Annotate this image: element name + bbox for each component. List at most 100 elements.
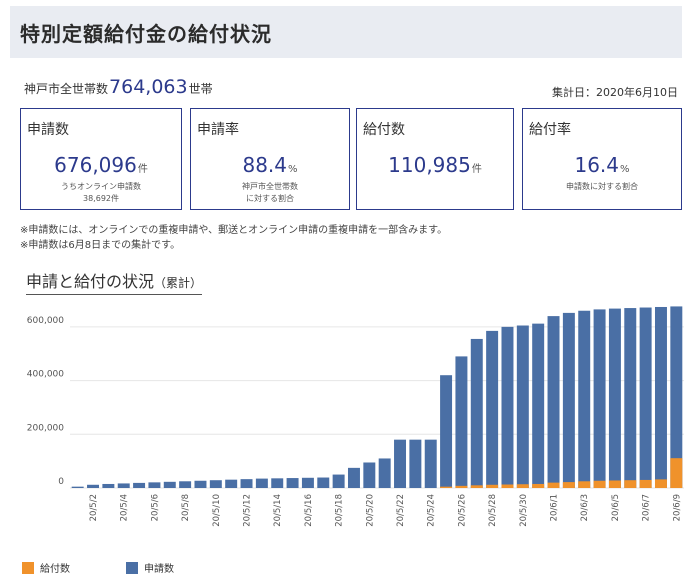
legend-item-applications: 申請数 bbox=[126, 560, 174, 575]
chart-heading-small: （累計） bbox=[154, 276, 203, 290]
bar-payments bbox=[624, 480, 637, 488]
y-tick-label: 0 bbox=[58, 477, 64, 487]
bar-payments bbox=[516, 484, 529, 488]
card-sub-line: に対する割合 bbox=[246, 194, 294, 203]
card-label: 申請数 bbox=[27, 122, 69, 138]
bar-payments bbox=[654, 479, 667, 488]
chart-gridlines bbox=[70, 326, 684, 489]
bar-payments bbox=[470, 485, 483, 488]
x-tick-label: 20/5/4 bbox=[120, 494, 130, 521]
x-tick-label: 20/5/16 bbox=[304, 494, 314, 527]
bar-payments bbox=[486, 484, 499, 488]
bar-payments bbox=[455, 485, 468, 488]
x-tick-label: 20/5/18 bbox=[335, 494, 345, 527]
card-payment-rate: 給付率 16.4% 申請数に対する割合 bbox=[522, 108, 682, 210]
x-tick-label: 20/5/28 bbox=[488, 494, 498, 527]
chart-x-axis: 20/5/2 20/5/4 20/5/6 20/5/8 20/5/10 20/5/12 20… bbox=[89, 494, 682, 527]
card-value: 676,096件 bbox=[54, 153, 148, 177]
title-bar: 特別定額給付金の給付状況 bbox=[10, 6, 682, 58]
bar-applications bbox=[608, 308, 621, 488]
x-tick-label: 20/5/24 bbox=[427, 494, 437, 527]
x-tick-label: 20/5/10 bbox=[212, 494, 222, 527]
card-label: 給付率 bbox=[529, 122, 571, 138]
bar-applications bbox=[593, 309, 606, 488]
tally-date: 集計日：2020年6月10日 bbox=[552, 86, 678, 99]
card-value: 16.4% bbox=[574, 153, 630, 177]
bar-applications bbox=[639, 307, 652, 488]
bar-applications bbox=[301, 477, 314, 488]
card-application-rate: 申請率 88.4% 神戸市全世帯数 に対する割合 bbox=[190, 108, 350, 210]
bar-payments bbox=[639, 479, 652, 488]
bar-applications bbox=[363, 462, 376, 488]
bar-payments bbox=[562, 482, 575, 488]
bar-applications bbox=[486, 330, 499, 488]
bar-applications bbox=[240, 479, 253, 488]
bar-applications bbox=[71, 486, 84, 488]
card-value: 110,985件 bbox=[388, 153, 482, 177]
bar-applications bbox=[424, 439, 437, 488]
bar-applications bbox=[209, 480, 222, 488]
bar-payments bbox=[501, 484, 514, 488]
x-tick-label: 20/5/8 bbox=[181, 494, 191, 521]
bar-applications bbox=[317, 477, 330, 488]
bar-applications bbox=[117, 483, 130, 488]
card-sub-line: 申請数に対する割合 bbox=[566, 182, 638, 191]
legend-swatch-payments bbox=[22, 561, 34, 574]
bar-payments bbox=[593, 480, 606, 488]
bar-applications bbox=[148, 482, 161, 488]
bar-applications bbox=[394, 439, 407, 488]
households-count: 764,063 bbox=[109, 76, 188, 98]
x-tick-label: 20/5/2 bbox=[89, 494, 99, 521]
bar-payments bbox=[578, 481, 591, 488]
bar-applications bbox=[225, 479, 238, 488]
bar-applications bbox=[440, 375, 453, 488]
x-tick-label: 20/5/12 bbox=[243, 494, 253, 527]
legend-item-payments: 給付数 bbox=[22, 560, 70, 575]
chart-bars bbox=[71, 306, 683, 488]
x-tick-label: 20/6/1 bbox=[550, 494, 560, 521]
bar-applications bbox=[271, 478, 284, 488]
bar-applications bbox=[624, 308, 637, 488]
x-tick-label: 20/5/6 bbox=[150, 494, 160, 521]
y-tick-label: 400,000 bbox=[27, 370, 64, 380]
bar-applications bbox=[194, 480, 207, 488]
x-tick-label: 20/5/22 bbox=[396, 494, 406, 527]
legend-swatch-applications bbox=[126, 561, 138, 574]
bar-applications bbox=[286, 478, 299, 488]
bar-applications bbox=[501, 326, 514, 488]
bar-payments bbox=[532, 483, 545, 488]
card-applications: 申請数 676,096件 うちオンライン申請数 38,692件 bbox=[20, 108, 182, 210]
y-tick-label: 600,000 bbox=[27, 316, 64, 326]
x-tick-label: 20/6/9 bbox=[672, 494, 682, 521]
bar-applications bbox=[378, 458, 391, 488]
x-tick-label: 20/5/26 bbox=[457, 494, 467, 527]
legend-label: 給付数 bbox=[40, 564, 70, 575]
bar-applications bbox=[670, 306, 683, 488]
bar-applications bbox=[347, 467, 360, 488]
bar-applications bbox=[133, 482, 146, 488]
bar-applications bbox=[516, 325, 529, 488]
y-tick-label: 200,000 bbox=[27, 423, 64, 433]
chart-y-axis: 0 200,000 400,000 600,000 bbox=[27, 316, 64, 487]
x-tick-label: 20/5/14 bbox=[273, 494, 283, 527]
households-prefix: 神戸市全世帯数 bbox=[24, 82, 109, 96]
card-sub-line: うちオンライン申請数 bbox=[61, 182, 141, 191]
bar-payments bbox=[608, 480, 621, 488]
bar-applications bbox=[332, 474, 345, 488]
bar-applications bbox=[532, 323, 545, 488]
card-label: 給付数 bbox=[363, 122, 405, 138]
card-sub-line: 38,692件 bbox=[83, 194, 119, 203]
bar-applications bbox=[163, 481, 176, 488]
x-tick-label: 20/5/20 bbox=[365, 494, 375, 527]
legend-label: 申請数 bbox=[144, 564, 174, 575]
bar-applications bbox=[547, 316, 560, 488]
page-title: 特別定額給付金の給付状況 bbox=[20, 21, 272, 46]
chart-heading-main: 申請と給付の状況 bbox=[26, 272, 155, 291]
bar-applications bbox=[654, 306, 667, 488]
bar-applications bbox=[470, 338, 483, 488]
note-cutoff: ※申請数は6月8日までの集計です。 bbox=[20, 240, 181, 251]
card-sub-line: 神戸市全世帯数 bbox=[242, 182, 298, 191]
bar-payments bbox=[440, 486, 453, 488]
bar-applications bbox=[179, 481, 192, 488]
